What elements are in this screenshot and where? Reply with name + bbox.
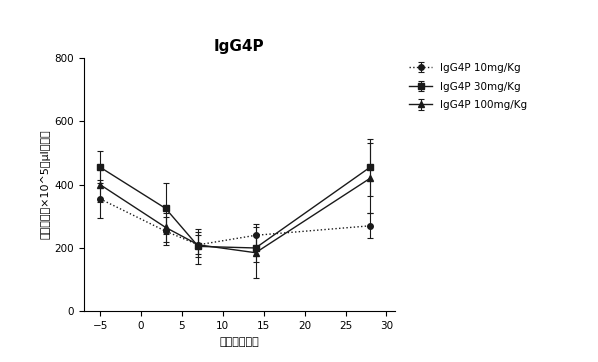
Legend: IgG4P 10mg/Kg, IgG4P 30mg/Kg, IgG4P 100mg/Kg: IgG4P 10mg/Kg, IgG4P 30mg/Kg, IgG4P 100m… (409, 63, 527, 110)
Title: IgG4P: IgG4P (214, 39, 264, 54)
X-axis label: 注入後の日数: 注入後の日数 (219, 337, 259, 346)
Y-axis label: 血小板数（×10^5／μl血液）: 血小板数（×10^5／μl血液） (40, 130, 50, 239)
